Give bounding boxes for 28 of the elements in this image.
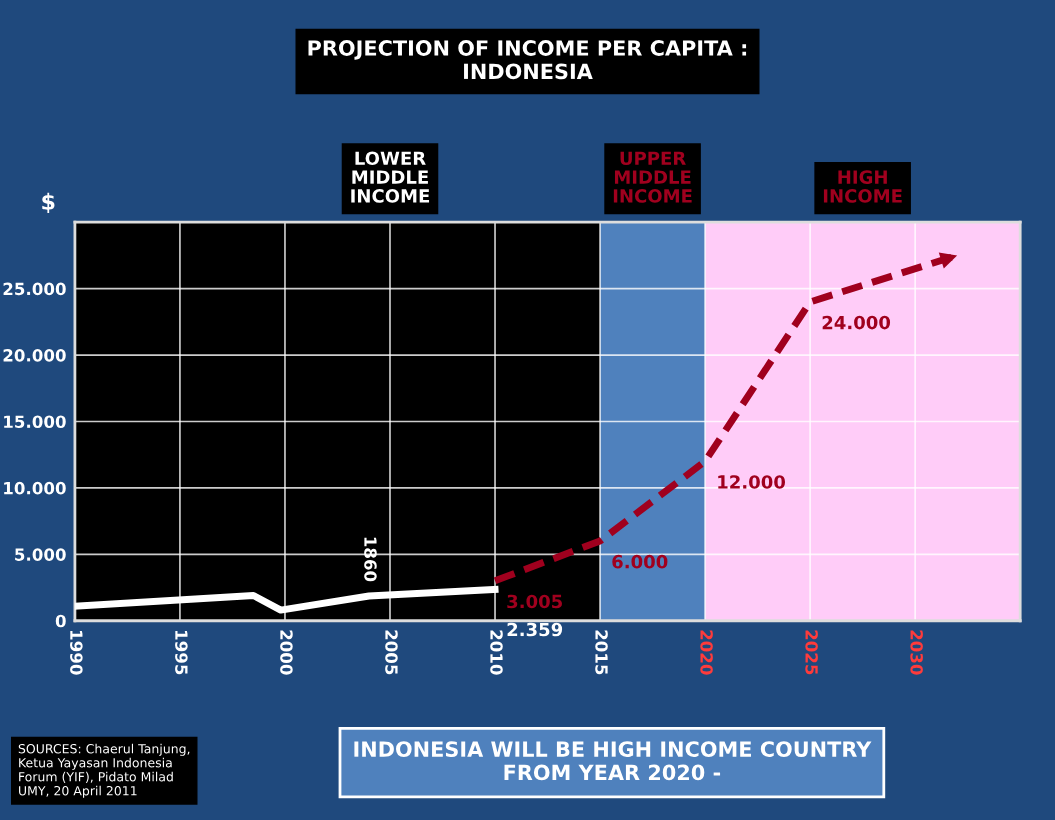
y-tick-label: 15.000 xyxy=(4,415,66,429)
x-tick-label: 1995 xyxy=(175,630,188,675)
chart-title: PROJECTION OF INCOME PER CAPITA : INDONESIA xyxy=(308,40,747,80)
y-tick-label: 5.000 xyxy=(15,548,66,561)
y-tick-label: 10.000 xyxy=(4,481,66,495)
y-tick-label: 25.000 xyxy=(3,282,66,296)
data-label: 1860 xyxy=(364,537,377,582)
x-tick-label: 2030 xyxy=(910,630,923,675)
data-label: 24.000 xyxy=(822,315,891,330)
y-axis-title: $ xyxy=(42,192,55,213)
x-tick-label: 2015 xyxy=(595,630,608,675)
x-tick-label: 1990 xyxy=(70,630,83,675)
data-label: 2.359 xyxy=(507,622,563,637)
x-tick-label: 2020 xyxy=(700,630,713,675)
y-tick-label: 0 xyxy=(55,614,66,628)
x-tick-label: 2005 xyxy=(385,630,398,675)
source-note: SOURCES: Chaerul Tanjung, Ketua Yayasan Indonesia Forum (YIF), Pidato Milad UMY, 20 April 2011 xyxy=(18,743,190,798)
x-tick-label: 2025 xyxy=(805,630,818,675)
y-tick-label: 20.000 xyxy=(3,349,66,362)
x-tick-label: 2010 xyxy=(490,630,503,675)
band-label: UPPER MIDDLE INCOME xyxy=(613,151,692,203)
data-label: 12.000 xyxy=(718,475,786,489)
data-label: 3.005 xyxy=(507,594,562,609)
band-label: LOWER MIDDLE INCOME xyxy=(351,151,430,203)
text: INDONESIA WILL BE HIGH INCOME COUNTRY FROM YEAR 2020 - xyxy=(354,741,872,781)
x-tick-label: 2000 xyxy=(280,630,293,675)
band-label: HIGH INCOME xyxy=(823,170,902,203)
data-label: 6.000 xyxy=(612,554,668,569)
